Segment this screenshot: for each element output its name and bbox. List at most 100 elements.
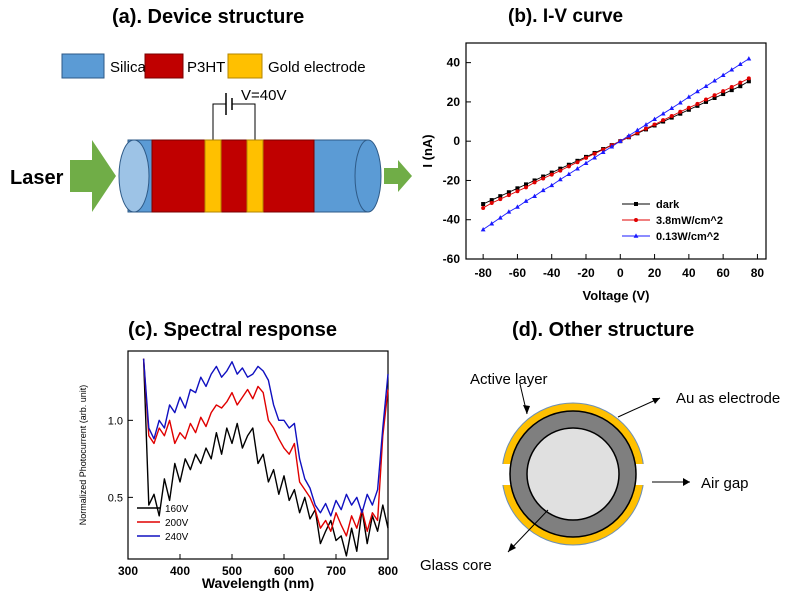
iv-point-0 [729, 88, 734, 93]
iv-point-1 [592, 151, 597, 156]
legend-swatch-silica [61, 53, 105, 79]
legend-label-p3ht: P3HT [187, 59, 225, 76]
iv-x-tick-label: 60 [716, 266, 730, 280]
iv-point-2 [583, 160, 589, 165]
iv-point-2 [643, 122, 649, 127]
iv-point-0 [721, 92, 726, 97]
panel-c-title: (c). Spectral response [128, 319, 337, 341]
iv-point-1 [704, 97, 708, 102]
iv-point-1 [558, 168, 563, 173]
iv-point-1 [481, 205, 486, 210]
iv-point-2 [540, 187, 546, 193]
iv-point-1 [678, 109, 683, 114]
label-air-gap: Air gap [701, 475, 749, 492]
legend-label-gold: Gold electrode [268, 59, 366, 76]
iv-point-2 [635, 127, 640, 132]
iv-point-2 [575, 166, 580, 171]
iv-legend-marker-2 [633, 233, 639, 238]
iv-point-0 [498, 194, 503, 199]
spectral-y-axis-label: Normalized Photocurrent (arb. unit) [78, 385, 88, 526]
panel-a-title: (a). Device structure [112, 6, 305, 28]
iv-point-0 [524, 182, 528, 187]
iv-point-1 [489, 201, 494, 206]
iv-point-2 [497, 215, 503, 220]
iv-legend-marker-1 [634, 218, 638, 222]
device-legend: Silica P3HT Gold electrode [61, 53, 366, 79]
spectral-series-line-0 [142, 358, 389, 557]
fiber-device [118, 139, 382, 213]
laser-output-arrow [384, 160, 412, 192]
iv-point-2 [506, 209, 512, 214]
iv-y-tick-label: 40 [447, 56, 461, 70]
iv-y-tick-label: -60 [443, 252, 461, 266]
panel-b-title: (b). I-V curve [508, 6, 624, 27]
iv-series-line-2 [482, 58, 750, 230]
iv-series-line-1 [482, 77, 750, 209]
iv-point-2 [686, 94, 692, 99]
spectral-x-tick-label: 400 [170, 564, 190, 578]
spectral-legend-label-0: 160V [165, 504, 189, 515]
iv-point-1 [524, 185, 528, 190]
p3ht-layer [151, 139, 315, 213]
iv-point-2 [617, 138, 623, 143]
iv-point-2 [669, 105, 675, 110]
spectral-x-tick-label: 700 [326, 564, 346, 578]
iv-point-1 [738, 80, 743, 85]
laser-label: Laser [10, 167, 64, 189]
iv-point-1 [644, 126, 648, 131]
iv-point-2 [720, 72, 726, 78]
iv-point-2 [489, 221, 495, 226]
panel-d-title: (d). Other structure [512, 319, 695, 341]
iv-point-0 [481, 202, 486, 207]
iv-point-1 [661, 118, 666, 123]
spectral-legend: 160V 200V 240V [137, 504, 189, 543]
iv-point-0 [515, 186, 520, 191]
iv-y-axis-label: I (nA) [420, 134, 435, 167]
iv-point-2 [695, 88, 700, 94]
iv-point-2 [592, 155, 597, 160]
iv-point-2 [626, 133, 632, 138]
spectral-legend-label-2: 240V [165, 532, 189, 543]
iv-point-2 [532, 193, 537, 198]
iv-point-2 [677, 100, 683, 105]
iv-point-0 [712, 95, 717, 100]
iv-x-tick-label: -80 [474, 266, 492, 280]
spectral-x-tick-label: 600 [274, 564, 294, 578]
leader-glass-core [507, 509, 549, 553]
iv-y-tick-label: 0 [453, 134, 460, 148]
label-glass-core: Glass core [420, 557, 492, 574]
iv-point-2 [557, 176, 563, 182]
leader-electrode [617, 397, 661, 418]
iv-point-1 [652, 122, 657, 127]
iv-point-2 [609, 144, 615, 149]
iv-point-2 [652, 116, 657, 121]
iv-point-2 [660, 111, 666, 116]
iv-x-tick-label: 80 [751, 266, 765, 280]
spectral-legend-label-1: 200V [165, 518, 189, 529]
iv-point-1 [669, 114, 674, 119]
label-active-layer: Active layer [470, 371, 548, 388]
iv-axes: -80 -60 -40 -20 0 20 40 60 80 -60 -40 -20 0 20 40 [443, 56, 765, 280]
spectral-x-tick-label: 500 [222, 564, 242, 578]
iv-point-2 [737, 61, 743, 67]
spectral-axes: 300 400 500 600 700 800 0.5 1.0 [108, 415, 399, 578]
iv-point-0 [489, 198, 494, 203]
iv-point-2 [523, 198, 529, 203]
iv-point-1 [515, 189, 520, 194]
iv-legend-label-0: dark [656, 199, 680, 211]
spectral-plot-frame [127, 350, 389, 560]
spectral-series-line-2 [142, 358, 389, 517]
iv-x-tick-label: 0 [617, 266, 624, 280]
label-electrode: Au as electrode [676, 390, 780, 407]
iv-y-tick-label: 20 [447, 95, 461, 109]
spectral-x-tick-label: 800 [378, 564, 398, 578]
iv-point-1 [695, 101, 700, 106]
legend-label-silica: Silica [110, 59, 147, 76]
iv-point-1 [541, 176, 546, 181]
iv-point-2 [515, 204, 520, 209]
iv-point-2 [480, 226, 486, 232]
iv-point-0 [704, 99, 708, 104]
iv-x-tick-label: -40 [543, 266, 561, 280]
iv-point-2 [746, 56, 752, 61]
